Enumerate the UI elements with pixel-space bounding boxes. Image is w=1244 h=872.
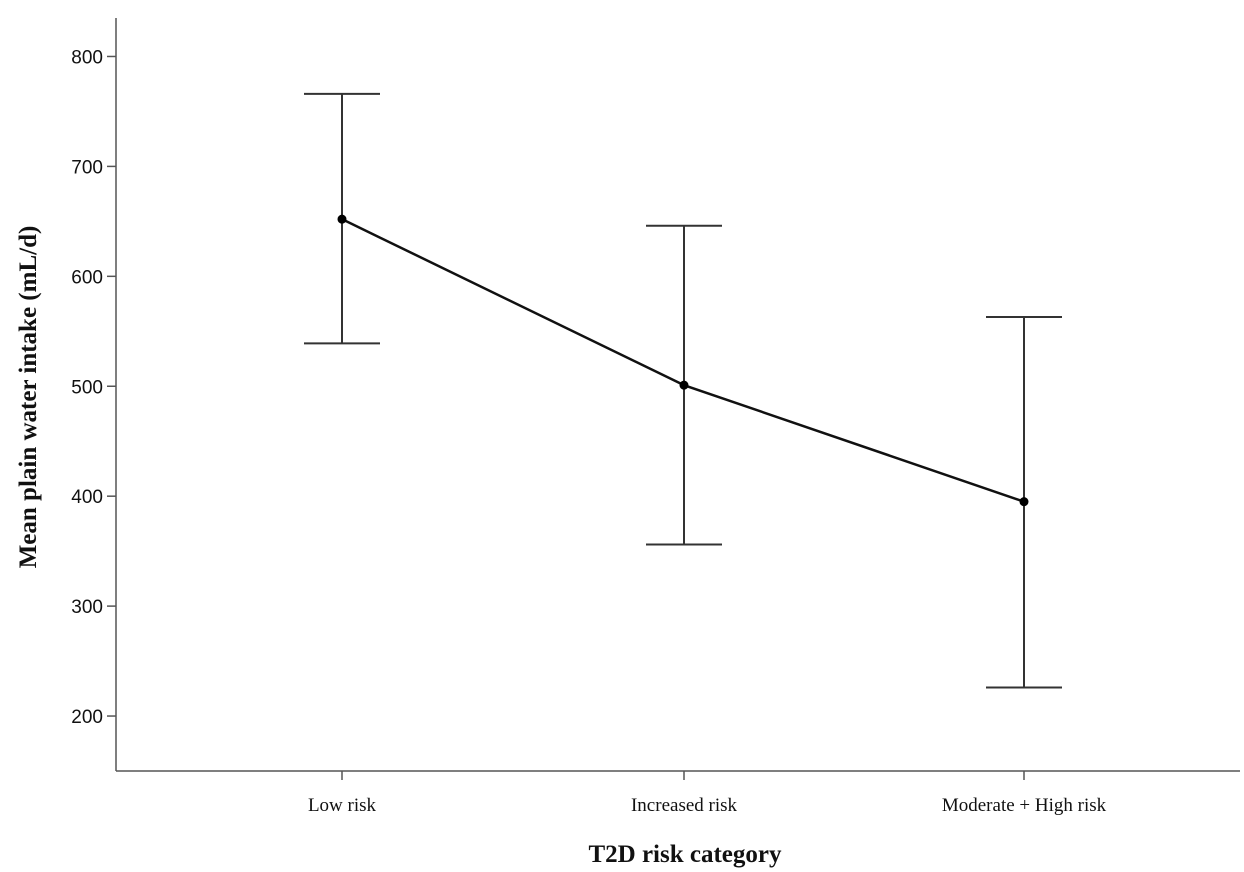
data-point [1019, 497, 1029, 507]
y-tick-label: 300 [71, 597, 103, 618]
x-ticks: Low risk Increased risk Moderate + High ri… [308, 771, 1107, 816]
y-tick-label: 600 [71, 267, 103, 288]
y-ticks: 200 300 400 500 600 700 800 [71, 47, 116, 728]
x-tick-label: Moderate + High risk [942, 795, 1107, 816]
y-tick-label: 700 [71, 157, 103, 178]
y-tick-label: 500 [71, 377, 103, 398]
error-bars [304, 92, 1062, 689]
data-points [337, 214, 1029, 507]
y-tick-label: 400 [71, 487, 103, 508]
y-axis-title: Mean plain water intake (mL/d) [15, 226, 42, 569]
data-point [679, 380, 689, 390]
y-tick-label: 200 [71, 707, 103, 728]
axes [115, 18, 1240, 772]
x-axis-title: T2D risk category [588, 841, 782, 868]
x-tick-label: Increased risk [631, 795, 738, 816]
y-tick-label: 800 [71, 47, 103, 68]
data-point [337, 214, 347, 224]
x-tick-label: Low risk [308, 795, 377, 816]
